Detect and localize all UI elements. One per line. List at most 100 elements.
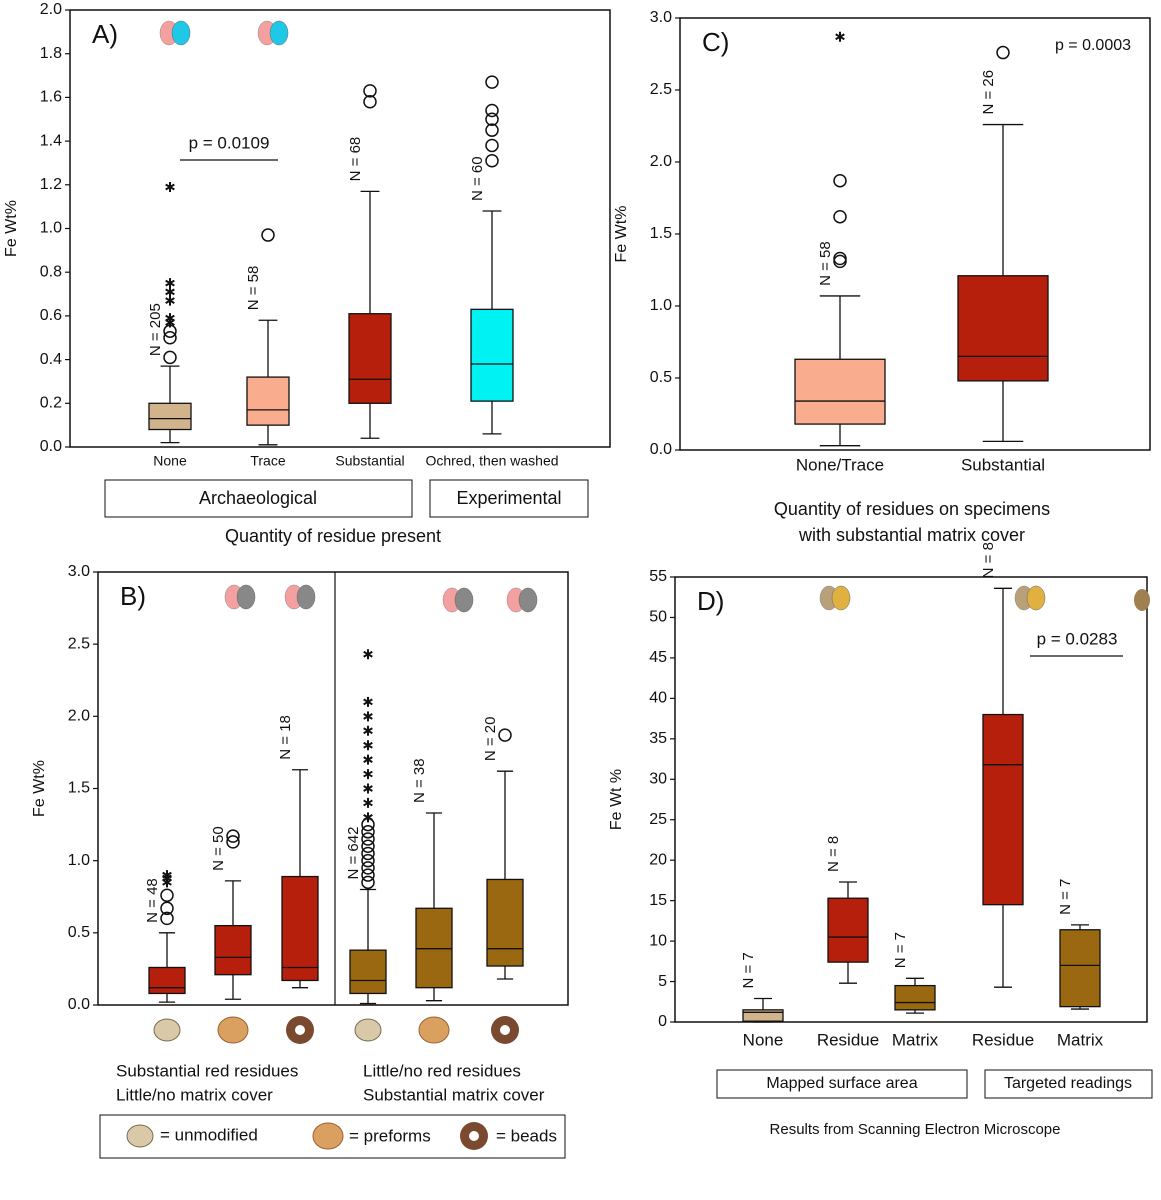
y-tick-label: 2.5 — [68, 635, 90, 652]
box — [246, 376, 290, 426]
outlier — [361, 861, 375, 875]
box — [349, 949, 387, 995]
n-label: N = 48 — [144, 878, 161, 923]
preform-icon — [217, 1016, 249, 1044]
box — [957, 275, 1049, 382]
group-label: Mapped surface area — [766, 1075, 917, 1092]
outlier — [226, 829, 240, 843]
x-category-label: None — [153, 453, 187, 469]
box — [742, 1009, 784, 1022]
plot-frame — [69, 9, 611, 448]
legend-box — [99, 1114, 566, 1159]
x-axis-title: Results from Scanning Electron Microscop… — [770, 1121, 1061, 1138]
box — [148, 966, 186, 995]
group-box — [104, 479, 413, 518]
x-category-label: Residue — [817, 1030, 879, 1049]
panel-title: A) — [92, 19, 118, 49]
y-axis-title: Fe Wt% — [3, 200, 20, 257]
shell-icon — [236, 584, 256, 610]
bead-hole — [295, 1025, 305, 1035]
preform-icon — [418, 1016, 450, 1044]
shell-icon — [831, 585, 851, 611]
y-tick-label: 1.8 — [40, 45, 62, 62]
box — [281, 875, 319, 982]
n-label: N = 26 — [980, 70, 997, 115]
y-tick-label: 2.0 — [650, 153, 672, 170]
plot-frame — [674, 576, 1148, 1023]
n-label: N = 205 — [147, 303, 164, 356]
y-tick-label: 2.0 — [68, 708, 90, 725]
outlier — [485, 154, 499, 168]
box — [415, 907, 453, 989]
shell-icon — [518, 587, 538, 613]
y-axis-title: Fe Wt% — [31, 760, 48, 817]
outlier — [361, 875, 375, 890]
y-tick-label: 0 — [658, 1013, 667, 1030]
outlier — [833, 209, 847, 224]
y-tick-label: 1.5 — [68, 780, 90, 797]
y-tick-label: 0.5 — [650, 369, 672, 386]
shell-icon — [269, 20, 289, 46]
y-axis-title: Fe Wt% — [613, 206, 630, 263]
n-label: N = 58 — [245, 266, 262, 311]
outlier — [361, 868, 375, 882]
y-tick-label: 2.0 — [40, 1, 62, 18]
x-axis-title: with substantial matrix cover — [798, 525, 1025, 545]
legend-label: = preforms — [349, 1126, 431, 1145]
extreme-outlier — [363, 769, 373, 780]
outlier — [361, 832, 375, 846]
y-tick-label: 0.8 — [40, 263, 62, 280]
outlier — [361, 839, 375, 853]
y-tick-label: 0.0 — [68, 996, 90, 1013]
box — [982, 713, 1024, 906]
y-tick-label: 1.4 — [40, 132, 62, 149]
shell-icon — [153, 1018, 181, 1042]
group-label: Little/no matrix cover — [116, 1085, 273, 1104]
y-tick-label: 1.5 — [650, 225, 672, 242]
outlier — [163, 331, 177, 345]
x-category-label: Trace — [250, 453, 285, 469]
outlier — [485, 138, 499, 153]
shell-icon — [296, 584, 316, 610]
y-tick-label: 50 — [649, 609, 667, 626]
group-label: Substantial matrix cover — [363, 1085, 545, 1104]
n-label: N = 38 — [411, 758, 428, 803]
outlier — [261, 228, 275, 242]
group-label: Substantial red residues — [116, 1061, 298, 1080]
legend-label: = beads — [496, 1126, 557, 1145]
y-tick-label: 35 — [649, 730, 667, 747]
panel-title: B) — [120, 581, 146, 611]
box — [894, 984, 936, 1011]
n-label: N = 20 — [482, 717, 499, 762]
y-tick-label: 45 — [649, 649, 667, 666]
x-category-label: Residue — [972, 1030, 1034, 1049]
outlier — [363, 84, 377, 98]
y-tick-label: 0.4 — [40, 351, 62, 368]
extreme-outlier — [363, 725, 373, 736]
x-category-label: None — [743, 1030, 784, 1049]
x-axis-title: Quantity of residues on specimens — [774, 499, 1050, 519]
extreme-outlier — [835, 31, 845, 42]
x-category-label: Matrix — [1057, 1030, 1104, 1049]
p-value: p = 0.0109 — [189, 133, 270, 152]
outlier — [996, 45, 1010, 60]
group-label: Little/no red residues — [363, 1061, 521, 1080]
n-label: N = 642 — [345, 827, 362, 880]
outlier — [498, 728, 512, 742]
outlier — [485, 103, 499, 118]
group-label: Experimental — [456, 488, 561, 508]
shell-icon — [171, 20, 191, 46]
group-box — [984, 1069, 1153, 1099]
n-label: N = 60 — [469, 156, 486, 201]
outlier — [485, 123, 499, 137]
p-value: p = 0.0003 — [1055, 37, 1131, 54]
n-label: N = 68 — [347, 137, 364, 182]
extreme-outlier — [363, 649, 373, 660]
p-value: p = 0.0283 — [1037, 629, 1118, 648]
extreme-outlier — [363, 711, 373, 722]
y-tick-label: 40 — [649, 690, 667, 707]
box — [486, 878, 524, 967]
shell-icon — [354, 1018, 382, 1042]
box — [348, 313, 392, 404]
y-tick-label: 10 — [649, 932, 667, 949]
